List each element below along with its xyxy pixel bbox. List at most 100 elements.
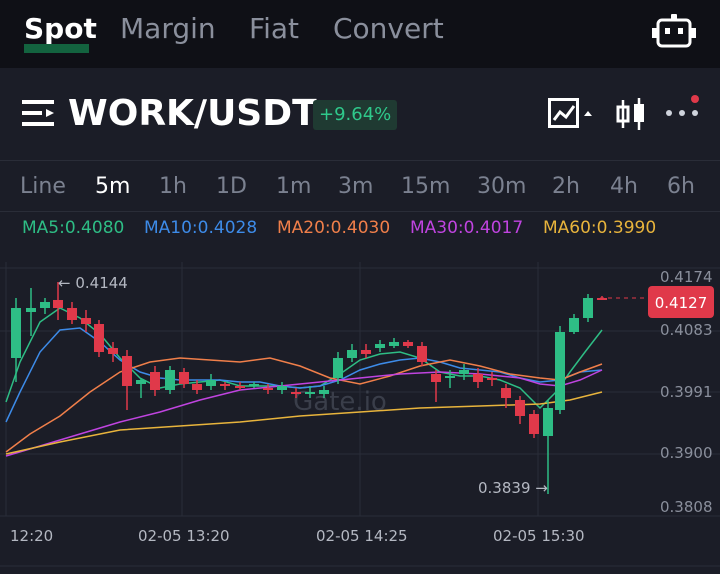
candle-body <box>206 380 216 386</box>
ma-line <box>5 369 603 457</box>
candle-body <box>53 300 63 308</box>
candle <box>291 388 301 398</box>
candle <box>431 370 441 402</box>
candle-body <box>361 350 371 354</box>
interval-6h[interactable]: 6h <box>667 174 695 199</box>
candle <box>333 352 343 384</box>
candle-body <box>543 408 553 436</box>
price-tick-4: 0.3900 <box>660 444 713 462</box>
candle <box>206 374 216 390</box>
candle <box>375 340 385 352</box>
price-tick-5: 0.3808 <box>660 498 713 516</box>
interval-1d[interactable]: 1D <box>216 174 247 199</box>
candle-body <box>179 372 189 384</box>
current-price-text: 0.4127 <box>655 294 708 312</box>
candle-body <box>555 332 565 410</box>
candle <box>305 386 315 398</box>
ma30-label: MA30:0.4017 <box>410 218 524 238</box>
candle-body <box>487 378 497 380</box>
candle <box>11 298 21 382</box>
candle <box>26 288 36 336</box>
candle-body <box>583 298 593 318</box>
interval-3m[interactable]: 3m <box>338 174 374 199</box>
candle <box>487 372 497 386</box>
price-change-badge: +9.64% <box>313 100 398 130</box>
candle-body <box>26 308 36 312</box>
low-price-label: 0.3839 → <box>478 479 548 497</box>
tab-fiat[interactable]: Fiat <box>249 12 299 45</box>
candle-body <box>473 374 483 382</box>
candlestick-icon[interactable] <box>616 98 646 130</box>
interval-1h[interactable]: 1h <box>159 174 187 199</box>
candle <box>319 386 329 398</box>
candle-body <box>319 390 329 394</box>
high-price-label: ← 0.4144 <box>58 274 128 292</box>
candle <box>445 370 455 388</box>
tab-convert[interactable]: Convert <box>333 12 444 45</box>
price-tick-2: 0.4083 <box>660 321 713 339</box>
interval-bar: Line 5m 1h 1D 1m 3m 15m 30m 2h 4h 6h <box>0 170 720 206</box>
pair-title[interactable]: WORK/USDT <box>68 93 317 134</box>
ma10-label: MA10:0.4028 <box>144 218 258 238</box>
candle-body <box>305 392 315 394</box>
ma20-label: MA20:0.4030 <box>277 218 391 238</box>
candle <box>136 378 146 398</box>
candle <box>555 326 565 414</box>
candle-body <box>40 302 50 308</box>
candle-body <box>150 372 160 390</box>
candle-body <box>501 388 511 398</box>
pair-menu-icon[interactable] <box>22 100 54 126</box>
candle <box>459 364 469 380</box>
top-nav-bar: Spot Margin Fiat Convert <box>0 0 720 68</box>
candle-body <box>529 414 539 434</box>
candle-body <box>165 370 175 390</box>
candle-body <box>375 344 385 348</box>
candle-body <box>81 318 91 324</box>
chart-grid <box>0 262 720 567</box>
interval-5m[interactable]: 5m <box>95 174 131 199</box>
watermark-text: Gate.io <box>293 387 387 417</box>
interval-15m[interactable]: 15m <box>401 174 451 199</box>
candle-body <box>235 386 245 388</box>
candle <box>108 342 118 362</box>
candle-body <box>108 348 118 354</box>
candle <box>361 344 371 358</box>
ma60-label: MA60:0.3990 <box>543 218 657 238</box>
candle <box>179 368 189 388</box>
chart-type-icon[interactable] <box>548 98 596 130</box>
candle-body <box>67 308 77 320</box>
candle <box>515 396 525 424</box>
interval-2h[interactable]: 2h <box>552 174 580 199</box>
candle-body <box>94 324 104 352</box>
tab-margin[interactable]: Margin <box>120 12 216 45</box>
interval-30m[interactable]: 30m <box>477 174 527 199</box>
candle-body <box>136 380 146 384</box>
time-label-3: 02-05 14:25 <box>316 527 408 545</box>
spot-tab-highlight <box>24 44 89 53</box>
candle <box>389 338 399 348</box>
candlestick-chart[interactable]: Gate.io 0.4127 0.4174 0.4083 0.3991 0.39… <box>0 262 720 574</box>
candle-body <box>192 384 202 390</box>
candle <box>263 384 273 394</box>
ma-line <box>5 391 603 455</box>
time-label-1: 12:20 <box>10 527 53 545</box>
candle-body <box>459 370 469 374</box>
candle <box>122 350 132 410</box>
candle-body <box>597 298 607 300</box>
candle <box>235 382 245 390</box>
candle-body <box>249 384 259 386</box>
candle-body <box>263 388 273 390</box>
ma5-label: MA5:0.4080 <box>22 218 125 238</box>
tab-spot[interactable]: Spot <box>24 12 97 45</box>
interval-1m[interactable]: 1m <box>276 174 312 199</box>
candle-body <box>431 374 441 382</box>
candle-body <box>389 342 399 346</box>
interval-line[interactable]: Line <box>20 174 66 199</box>
more-options-icon[interactable] <box>664 93 704 125</box>
interval-4h[interactable]: 4h <box>610 174 638 199</box>
ma-line <box>5 357 603 453</box>
robot-icon[interactable] <box>652 14 696 50</box>
candle <box>569 314 579 334</box>
candle-body <box>220 384 230 386</box>
candle <box>67 302 77 324</box>
